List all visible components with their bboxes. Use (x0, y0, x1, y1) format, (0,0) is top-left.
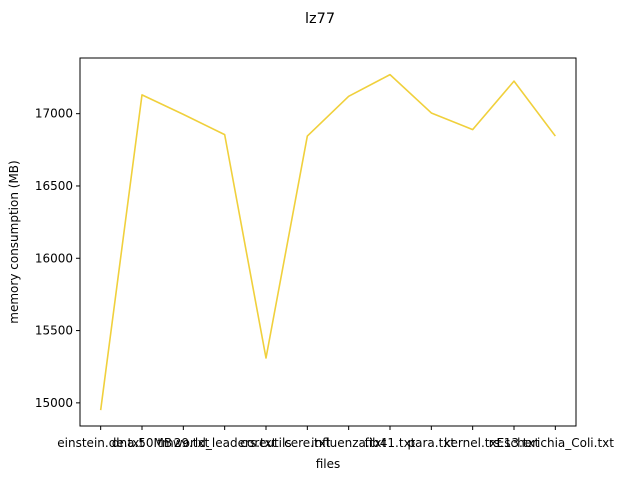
y-tick-label: 15500 (35, 324, 73, 338)
y-tick-label: 16500 (35, 179, 73, 193)
x-axis-label: files (316, 457, 341, 471)
plot-area (99, 73, 556, 411)
x-tick-label: influenza.txt (311, 436, 386, 450)
x-tick-label: coreutils (240, 436, 291, 450)
x-tick-label: para.txt (408, 436, 456, 450)
x-tick-label: tm29.txt (157, 436, 209, 450)
y-axis-label: memory consumption (MB) (7, 160, 21, 323)
x-tick-label: fib41.txt (365, 436, 416, 450)
x-tick-label: world_leaders.txt (173, 436, 277, 450)
x-tick-label: Escherichia_Coli.txt (497, 436, 615, 450)
x-tick-label: dna.50MB (112, 436, 172, 450)
chart-title: lz77 (305, 11, 335, 27)
plot-frame (79, 57, 577, 427)
x-tick-label: cere.txt (284, 436, 331, 450)
y-tick-label: 17000 (35, 107, 73, 121)
x-tick-label: kernel.txt (444, 436, 502, 450)
y-axis: 15000 15500 16000 16500 17000 (35, 107, 80, 410)
y-tick-label: 15000 (35, 396, 73, 410)
x-tick-label: rs.13.txt (489, 436, 540, 450)
x-axis: einstein.de.txtdna.50MBtm29.txtworld_lea… (57, 426, 614, 450)
x-tick-label: einstein.de.txt (57, 436, 144, 450)
series-line-0 (99, 73, 556, 411)
y-tick-label: 16000 (35, 251, 73, 265)
